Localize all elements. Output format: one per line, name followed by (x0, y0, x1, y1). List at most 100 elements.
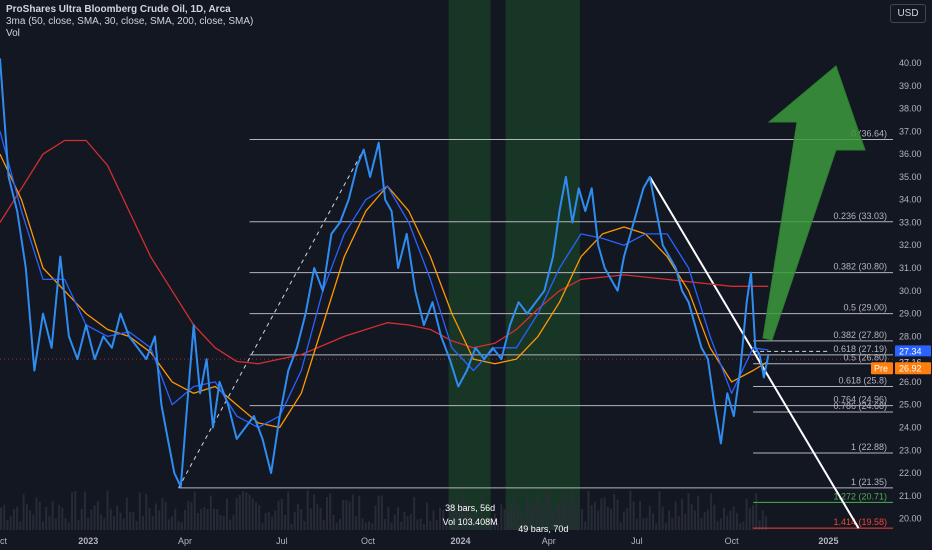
y-tick-20: 40.00 (899, 58, 922, 68)
volume-bar (200, 509, 203, 530)
volume-bar (729, 510, 732, 530)
y-tick-8: 28.00 (899, 331, 922, 341)
volume-bar (96, 501, 99, 530)
volume-bar (561, 497, 564, 530)
volume-bar (651, 513, 654, 530)
volume-bar (145, 493, 148, 530)
time-axis: Oct 2023 Apr Jul Oct 2024 Apr Jul Oct 2025 (0, 536, 838, 546)
volume-bar (639, 500, 642, 530)
volume-bar (713, 504, 716, 530)
fib-label-2: 0.382 (30.80) (833, 262, 887, 272)
volume-bar (548, 493, 551, 530)
last-price-label: 27.34 (899, 346, 922, 356)
volume-bar (761, 510, 764, 530)
volume-bar (590, 505, 593, 530)
volume-bar (167, 519, 170, 530)
volume-bar (64, 518, 67, 530)
volume-bar (671, 517, 674, 530)
volume-bar (267, 511, 270, 530)
trendlines (178, 149, 860, 529)
volume-bar (80, 508, 83, 530)
volume-bar (600, 498, 603, 530)
volume-bar (32, 514, 35, 530)
volume-bar (164, 501, 167, 530)
volume-bar (458, 512, 461, 530)
pre-label: Pre (874, 363, 888, 373)
volume-bar (154, 503, 157, 530)
volume-bar (38, 501, 41, 530)
volume-bar (180, 522, 183, 530)
volume-bar (119, 512, 122, 530)
volume-bar (742, 521, 745, 530)
volume-bar (83, 491, 86, 530)
legend-ma: 3ma (50, close, SMA, 30, close, SMA, 200… (6, 16, 254, 27)
volume-bar (106, 490, 109, 530)
fib-label-9: 0.786 (24.68) (833, 401, 887, 411)
volume-bar (319, 508, 322, 530)
volume-bar (22, 494, 25, 530)
volume-bar (606, 506, 609, 530)
volume-bar (19, 521, 22, 530)
volume-bar (471, 514, 474, 530)
volume-bar (148, 507, 151, 530)
trendline-1 (648, 176, 860, 529)
volume-bar (361, 518, 364, 530)
volume-bar (277, 500, 280, 530)
volume-bar (693, 510, 696, 530)
x-tick-7: Jul (631, 536, 643, 546)
y-tick-10: 30.00 (899, 286, 922, 296)
volume-bar (716, 521, 719, 530)
volume-bar (503, 509, 506, 530)
volume-bar (661, 506, 664, 530)
volume-bar (187, 500, 190, 530)
volume-bar (41, 521, 44, 530)
volume-bar (558, 500, 561, 530)
volume-bar (355, 516, 358, 530)
volume-bar (35, 497, 38, 530)
measure-annotations: 38 bars, 56d Vol 103.408M 49 bars, 70d (443, 503, 569, 534)
x-tick-9: 2025 (818, 536, 838, 546)
x-tick-0: Oct (0, 536, 7, 546)
volume-bar (280, 498, 283, 530)
x-tick-6: Apr (542, 536, 556, 546)
volume-bar (313, 494, 316, 530)
volume-bar (138, 492, 141, 530)
arrow-shape (762, 65, 866, 341)
volume-bar (284, 514, 287, 530)
volume-bar (103, 518, 106, 530)
volume-bar (580, 509, 583, 530)
y-tick-13: 33.00 (899, 217, 922, 227)
volume-bar (555, 507, 558, 530)
volume-bar (493, 513, 496, 530)
volume-bar (67, 522, 70, 530)
volume-bar (338, 518, 341, 530)
price-axis: 20.0021.0022.0023.0024.0025.0026.0027.00… (871, 0, 932, 550)
volume-bar (161, 498, 164, 530)
y-tick-3: 23.00 (899, 445, 922, 455)
pre-price-badge (895, 362, 931, 375)
volume-bar (112, 516, 115, 530)
volume-bar (54, 518, 57, 530)
volume-bar (174, 508, 177, 530)
currency-button[interactable]: USD (890, 4, 926, 23)
volume-bar (71, 492, 74, 530)
price-series (0, 58, 770, 488)
y-tick-14: 34.00 (899, 195, 922, 205)
measure2-line1: 49 bars, 70d (518, 524, 568, 534)
volume-bar (9, 515, 12, 530)
volume-bar (635, 518, 638, 530)
chart-legend: ProShares Ultra Bloomberg Crude Oil, 1D,… (6, 4, 253, 40)
volume-bar (451, 508, 454, 530)
volume-bar (380, 495, 383, 530)
volume-bar (142, 515, 145, 530)
y-tick-11: 31.00 (899, 263, 922, 273)
volume-bar (325, 497, 328, 530)
y-tick-4: 24.00 (899, 422, 922, 432)
volume-bar (58, 504, 61, 530)
volume-bar (687, 493, 690, 530)
fib-label-13: 1.414 (19.58) (833, 517, 887, 527)
volume-bar (610, 508, 613, 530)
volume-bar (435, 520, 438, 530)
volume-bar (151, 515, 154, 530)
